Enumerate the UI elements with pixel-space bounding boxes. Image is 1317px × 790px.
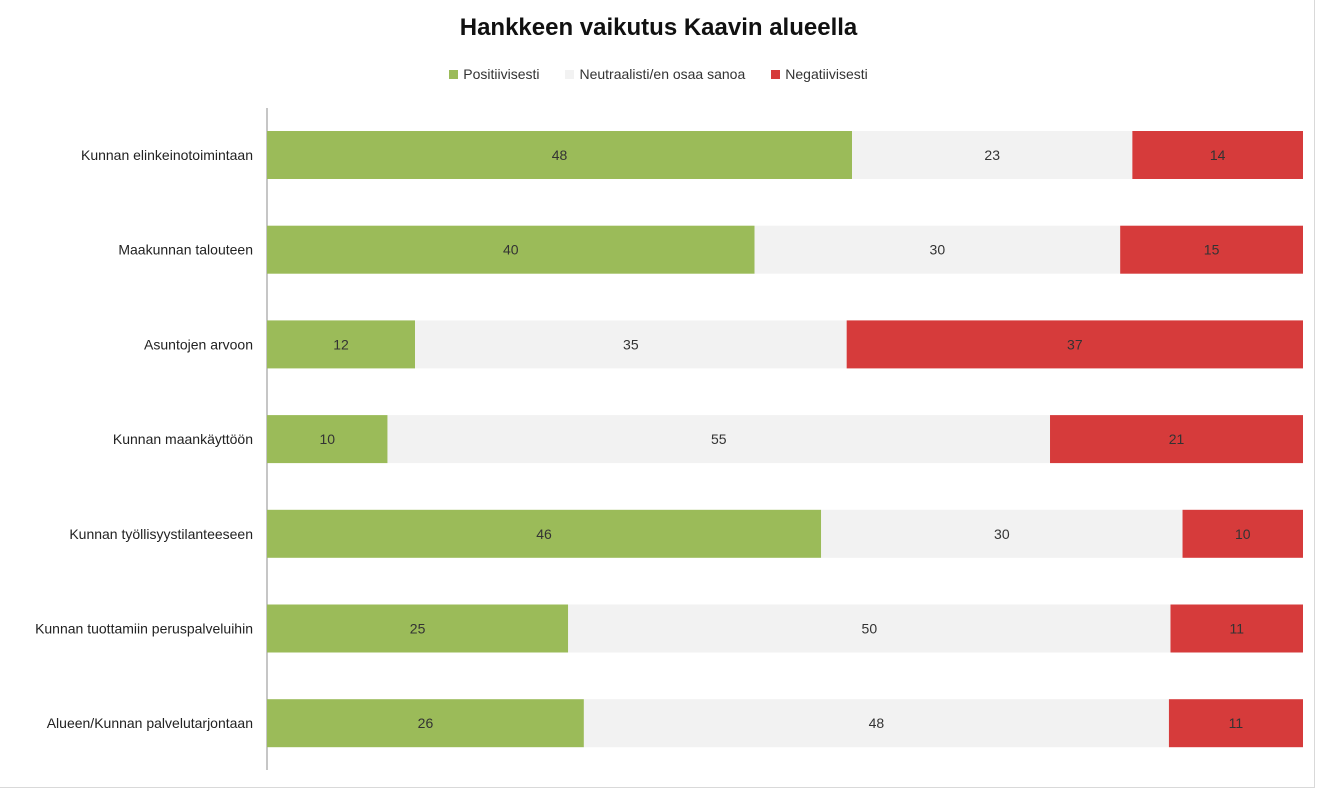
bar-segment-positive xyxy=(267,604,569,653)
bar-segment-positive xyxy=(267,225,755,274)
bar-segment-negative xyxy=(1050,415,1303,464)
bar-segment-positive xyxy=(267,699,584,748)
data-label: 12 xyxy=(333,336,349,352)
category-label: Kunnan maankäyttöön xyxy=(113,431,253,447)
legend-label-negative: Negatiivisesti xyxy=(785,66,868,82)
legend-swatch-negative xyxy=(771,69,781,79)
data-label: 35 xyxy=(623,336,639,352)
data-label: 14 xyxy=(1210,147,1226,163)
data-label: 15 xyxy=(1204,242,1220,258)
data-label: 10 xyxy=(1235,526,1251,542)
data-label: 23 xyxy=(984,147,1000,163)
data-label: 48 xyxy=(869,715,885,731)
chart-title: Hankkeen vaikutus Kaavin alueella xyxy=(459,14,858,41)
bar-segment-neutral xyxy=(821,509,1183,558)
data-label: 10 xyxy=(319,431,335,447)
category-label: Kunnan tuottamiin peruspalveluihin xyxy=(35,621,253,637)
data-label: 37 xyxy=(1067,336,1083,352)
legend-item-positive: Positiivisesti xyxy=(449,66,539,82)
data-label: 48 xyxy=(552,147,568,163)
category-label: Maakunnan talouteen xyxy=(118,242,253,258)
chart-legend: Positiivisesti Neutraalisti/en osaa sano… xyxy=(0,66,1317,82)
bar-segment-negative xyxy=(1168,699,1303,748)
legend-swatch-neutral xyxy=(565,69,575,79)
bar-segment-neutral xyxy=(568,604,1171,653)
category-label: Alueen/Kunnan palvelutarjontaan xyxy=(47,715,253,731)
legend-label-positive: Positiivisesti xyxy=(463,66,540,82)
bar-segment-negative xyxy=(1120,225,1303,274)
data-label: 21 xyxy=(1169,431,1185,447)
legend-item-neutral: Neutraalisti/en osaa sanoa xyxy=(565,66,745,82)
data-label: 46 xyxy=(536,526,552,542)
data-label: 40 xyxy=(503,242,519,258)
bar-segment-negative xyxy=(846,320,1303,369)
legend-item-negative: Negatiivisesti xyxy=(771,66,868,82)
bar-segment-negative xyxy=(1132,131,1303,179)
bar-segment-positive xyxy=(267,509,822,558)
legend-swatch-positive xyxy=(449,69,459,79)
data-label: 25 xyxy=(410,621,426,637)
data-label: 11 xyxy=(1229,621,1244,637)
bar-segment-neutral xyxy=(583,699,1169,748)
category-label: Kunnan elinkeinotoimintaan xyxy=(81,147,253,163)
bar-segment-neutral xyxy=(415,320,847,369)
data-label: 50 xyxy=(862,621,878,637)
data-label: 26 xyxy=(418,715,434,731)
bar-segment-neutral xyxy=(754,225,1121,274)
data-label: 30 xyxy=(994,526,1010,542)
data-label: 11 xyxy=(1229,715,1244,731)
bar-segment-negative xyxy=(1182,509,1303,558)
category-label: Kunnan työllisyystilanteeseen xyxy=(69,526,253,542)
bar-segment-negative xyxy=(1170,604,1303,653)
data-label: 55 xyxy=(711,431,727,447)
category-label: Asuntojen arvoon xyxy=(144,336,253,352)
bar-segment-positive xyxy=(267,320,415,369)
bar-segment-positive xyxy=(267,415,388,464)
bar-segment-neutral xyxy=(387,415,1051,464)
bar-segment-neutral xyxy=(852,131,1133,179)
bar-segment-positive xyxy=(267,131,853,179)
data-label: 30 xyxy=(930,242,946,258)
legend-label-neutral: Neutraalisti/en osaa sanoa xyxy=(579,66,746,82)
